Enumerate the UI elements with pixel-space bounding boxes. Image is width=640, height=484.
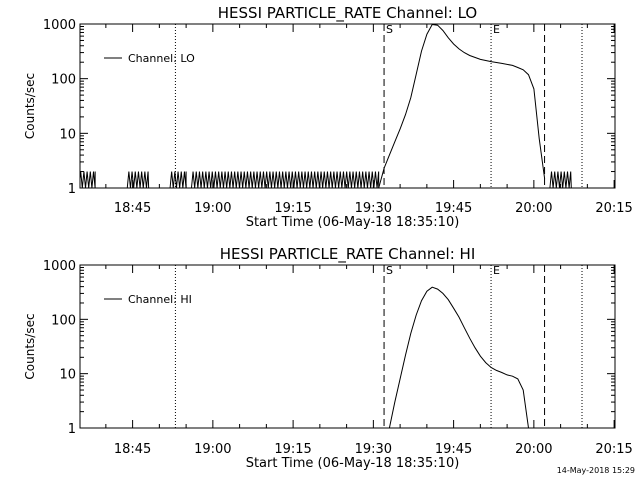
series-line: [378, 23, 546, 188]
x-tick-label: 19:00: [194, 201, 231, 216]
legend-entry: Channel: LO: [128, 52, 195, 65]
background-noise-trace: [169, 171, 187, 188]
plot-panel-hi: HESSI PARTICLE_RATE Channel: HI Counts/se…: [23, 245, 633, 471]
background-noise-trace: [80, 171, 96, 188]
y-axis-label: Counts/sec: [23, 73, 37, 139]
end-marker-label: E: [493, 23, 500, 36]
y-tick-label: 100: [51, 313, 76, 328]
x-tick-label: 19:45: [435, 201, 472, 216]
plot-frame: [79, 23, 616, 189]
x-axis-label: Start Time (06-May-18 18:35:10): [246, 456, 460, 471]
background-noise-trace: [549, 171, 572, 188]
start-marker-label: S: [386, 264, 393, 277]
x-tick-label: 18:45: [114, 201, 151, 216]
y-tick-label: 10: [59, 127, 76, 142]
y-tick-label: 1000: [43, 259, 76, 274]
x-tick-label: 20:00: [515, 201, 552, 216]
legend: Channel: LO: [104, 52, 195, 65]
y-tick-label: 100: [51, 73, 76, 88]
x-axis-label: Start Time (06-May-18 18:35:10): [246, 215, 460, 230]
y-tick-label: 1000: [43, 18, 76, 33]
legend: Channel: HI: [104, 293, 192, 306]
x-tick-label: 20:15: [595, 442, 632, 457]
plot-panel-lo: HESSI PARTICLE_RATE Channel: LO Counts/se…: [23, 4, 633, 230]
x-tick-label: 18:45: [114, 442, 151, 457]
y-tick-label: 1: [68, 422, 76, 437]
x-tick-label: 20:00: [515, 442, 552, 457]
x-tick-label: 20:15: [595, 201, 632, 216]
y-tick-label: 1: [68, 182, 76, 197]
x-tick-label: 19:15: [274, 442, 311, 457]
plot-timestamp: 14-May-2018 15:29: [556, 466, 635, 475]
x-tick-label: 19:15: [274, 201, 311, 216]
background-noise-trace: [126, 171, 150, 188]
y-tick-label: 10: [59, 368, 76, 383]
series-line: [388, 286, 529, 428]
legend-entry: Channel: HI: [128, 293, 192, 306]
end-marker-label: E: [493, 264, 500, 277]
x-tick-label: 19:00: [194, 442, 231, 457]
plot-title: HESSI PARTICLE_RATE Channel: LO: [218, 4, 477, 23]
x-tick-label: 19:30: [355, 442, 392, 457]
x-tick-label: 19:45: [435, 442, 472, 457]
plot-frame: [79, 264, 616, 429]
x-tick-label: 19:30: [355, 201, 392, 216]
start-marker-label: S: [386, 23, 393, 36]
y-axis-label: Counts/sec: [23, 313, 37, 379]
background-noise-trace: [190, 171, 380, 188]
plot-title: HESSI PARTICLE_RATE Channel: HI: [220, 245, 476, 264]
